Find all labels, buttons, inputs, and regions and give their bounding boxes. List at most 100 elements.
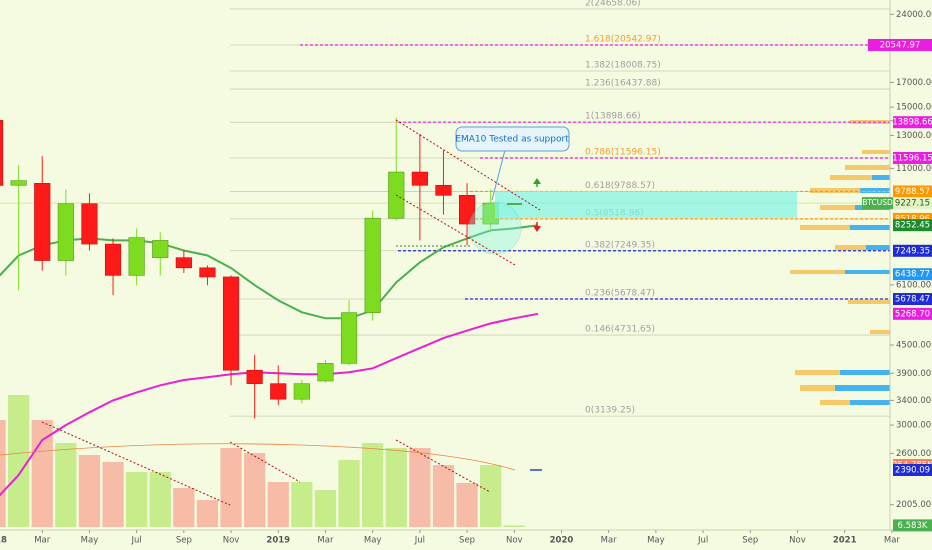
y-tick-label: 17000.00 xyxy=(896,78,932,88)
candle-body xyxy=(104,243,122,276)
time-axis xyxy=(0,530,932,550)
fib-label: 0.382(7249.35) xyxy=(585,240,655,250)
candle-body xyxy=(435,184,452,196)
price-tag xyxy=(893,116,932,129)
volume-bar xyxy=(291,482,313,527)
x-tick-label: Jul xyxy=(414,536,425,546)
profile-bar xyxy=(870,330,890,334)
price-tag xyxy=(893,463,932,476)
profile-bar xyxy=(835,245,890,250)
volume-bar xyxy=(480,465,502,527)
x-tick-label: Mar xyxy=(34,536,51,546)
price-tag-label: 7249.35 xyxy=(895,246,930,256)
price-tag-label: 9227.15 xyxy=(895,199,930,209)
candle-body xyxy=(128,237,145,276)
price-tag-label: 8252.45 xyxy=(895,221,930,231)
x-tick-label: Jul xyxy=(131,536,142,546)
price-tag-label: 11596.15 xyxy=(892,153,932,163)
x-tick-label: Sep xyxy=(176,536,192,546)
y-tick-label: 6100.00 xyxy=(896,280,931,290)
x-tick-label: Jul xyxy=(697,536,708,546)
volume-trendline xyxy=(229,441,301,483)
price-tag xyxy=(893,244,932,257)
callout-pointer xyxy=(491,149,506,201)
candle-body xyxy=(411,171,428,186)
y-tick-label: 13000.00 xyxy=(896,131,932,141)
profile-bar xyxy=(866,245,890,250)
volume-bar xyxy=(102,462,124,527)
profile-bar xyxy=(840,370,890,375)
volume-bar xyxy=(432,464,455,527)
profile-bar xyxy=(790,270,890,274)
profile-bar xyxy=(850,225,890,230)
price-tag-label: 2390.09 xyxy=(895,465,930,475)
price-tag xyxy=(893,197,932,210)
price-tag xyxy=(893,293,932,306)
x-tick-label: Sep xyxy=(459,536,475,546)
target-zone xyxy=(495,191,797,218)
trendline xyxy=(395,194,516,266)
profile-bar xyxy=(830,175,890,180)
candle-body xyxy=(270,383,287,400)
price-tag xyxy=(893,219,932,232)
candle-body xyxy=(340,312,358,364)
fib-label: 0.786(11596.15) xyxy=(585,147,661,157)
x-tick-label: May xyxy=(364,536,382,546)
profile-bar xyxy=(850,400,890,405)
volume-bar xyxy=(456,483,478,527)
symbol-tag-label: BTCUSD xyxy=(862,198,893,207)
candle-body xyxy=(293,383,310,400)
volume-bar xyxy=(0,420,6,527)
x-tick-label: Mar xyxy=(884,536,901,546)
x-tick-label: 2018 xyxy=(0,536,7,546)
x-tick-label: Nov xyxy=(223,536,240,546)
x-tick-label: 2021 xyxy=(833,536,857,546)
volume-average xyxy=(0,443,516,471)
profile-bar xyxy=(800,225,890,230)
profile-bar xyxy=(860,188,890,193)
x-tick-label: 2019 xyxy=(266,536,290,546)
price-tag-label: 9788.57 xyxy=(895,187,930,197)
volume-bar xyxy=(196,499,219,527)
x-tick-label: 2020 xyxy=(550,536,574,546)
volume-bar xyxy=(503,525,525,527)
price-tag xyxy=(893,307,932,320)
volume-bar xyxy=(126,472,148,527)
candle-body xyxy=(317,363,334,382)
profile-bar xyxy=(845,165,890,170)
price-tag xyxy=(893,268,932,281)
support-circle xyxy=(468,201,522,255)
fib-label: 1.618(20542.97) xyxy=(585,35,661,45)
volume-bar xyxy=(220,448,242,527)
candle-body xyxy=(222,276,240,371)
fib-label: 1(13898.66) xyxy=(585,112,641,122)
x-tick-label: Sep xyxy=(742,536,758,546)
x-tick-label: Mar xyxy=(317,536,334,546)
y-tick-label: 2005.00 xyxy=(896,500,931,510)
volume-bar xyxy=(244,453,266,527)
volume-bar xyxy=(409,448,431,527)
price-tag xyxy=(868,38,932,51)
trendline xyxy=(395,119,541,211)
y-tick-label: 24000.00 xyxy=(896,10,932,20)
x-tick-label: Nov xyxy=(506,536,523,546)
profile-bar xyxy=(810,188,890,193)
candle-body xyxy=(0,120,4,186)
price-tag-label: 20547.97 xyxy=(880,40,921,50)
price-tag-label: 5268.70 xyxy=(895,309,930,319)
volume-bar xyxy=(314,490,337,527)
y-tick-label: 3900.00 xyxy=(896,369,931,379)
candle-body xyxy=(34,183,51,261)
fib-label: 1.382(18008.75) xyxy=(585,61,661,71)
plot-layer: 2(24658.06) 1.618(20542.97) 1.382(18008.75… xyxy=(0,0,890,527)
price-tag-label: 6.583K xyxy=(898,521,928,531)
candle-body xyxy=(175,257,192,269)
x-tick-label: Nov xyxy=(789,536,806,546)
x-tick-label: May xyxy=(647,536,665,546)
y-tick-label: 2600.00 xyxy=(896,449,931,459)
callout-text: EMA10 Tested as support xyxy=(455,135,569,145)
symbol-tag xyxy=(862,197,893,210)
